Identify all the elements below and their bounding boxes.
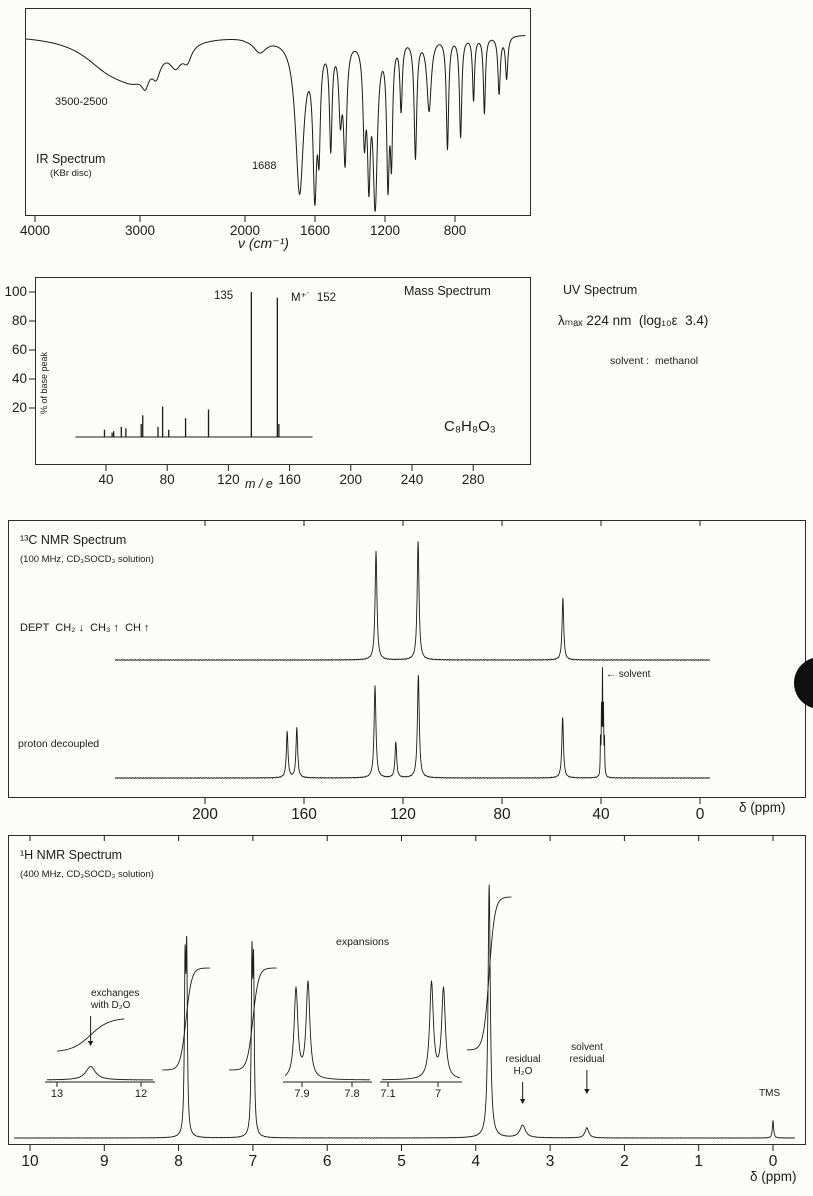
uv-lambda-max: λₘₐₓ 224 nm (log₁₀ε 3.4) [558,313,709,328]
ir-tick-label: 3000 [124,223,156,238]
ms-x-tick-label: 40 [98,472,114,487]
h1-tick-label: 7 [248,1153,258,1170]
h1-solvent-residual-label-line2: residual [569,1054,605,1065]
ms-title: Mass Spectrum [404,284,491,298]
h1-integral-aromatic-2 [229,967,277,1071]
h1-solvent-residual-label-line1: solvent [571,1042,603,1053]
h1-tick-label: 2 [620,1153,629,1170]
h1-expansion-70-tick-label: 7.1 [380,1088,396,1100]
ir-x-axis-label: ν (cm⁻¹) [238,235,289,251]
h1-expansion-70-tick-label: 7 [434,1088,442,1100]
c13-decoupled-trace [114,666,711,779]
ms-base-peak-label: 135 [214,290,234,302]
h1-tms-label: TMS [759,1088,781,1099]
ir-sample-prep: (KBr disc) [50,168,92,179]
h1-solvent-residual-arrow-head [584,1089,590,1094]
ms-y-tick-label: 100 [4,284,27,299]
molecular-formula: C₈H₈O₃ [444,418,496,435]
h1-expansion-79-tick-label: 7.8 [344,1088,360,1100]
h1-expansion-79-trace [284,980,370,1081]
c13-solvent-annotation: ← solvent [606,669,651,680]
h1-x-axis-label: δ (ppm) [750,1169,797,1184]
ir-tick-label: 1200 [369,223,401,238]
h1-integral-aromatic-1 [162,967,210,1071]
c13-dept-trace [114,541,711,661]
c13-tick-label: 160 [291,806,317,823]
binder-hole-artifact [794,657,813,709]
h1-residual-water-arrow-head [519,1099,526,1104]
h1-expansion-70-trace [382,980,461,1081]
h1-tick-label: 5 [397,1153,406,1170]
ms-x-axis-label: m / e [245,477,273,491]
c13-x-axis-label: δ (ppm) [739,800,786,815]
h1-inset-oh-trace [46,1066,154,1081]
h1-nmr-panel-frame [8,835,806,1145]
ir-tick-label: 2000 [229,223,261,238]
h1-tick-label: 10 [21,1153,39,1170]
ir-broad-band-label: 3500-2500 [55,96,108,108]
h1-exchange-arrow-head [87,1041,94,1046]
h1-exchange-label-line2: with D₂O [91,1000,131,1011]
ms-x-tick-label: 280 [461,472,485,487]
h1-expansions-label: expansions [336,936,390,948]
ms-x-tick-label: 240 [400,472,424,487]
ir-tick-label: 800 [443,223,467,238]
h1-expansion-79-tick-label: 7.9 [294,1088,310,1100]
h1-tick-label: 0 [768,1153,778,1170]
ms-y-axis-label: % of base peak [39,351,49,414]
mass-spectrum-panel-frame [35,277,531,465]
h1-tick-label: 3 [545,1153,555,1170]
ms-y-tick-label: 60 [11,342,27,357]
uv-solvent-note: solvent : methanol [610,355,699,367]
ir-trace [25,35,526,212]
h1-tick-label: 8 [174,1153,183,1170]
c13-tick-label: 0 [695,806,705,823]
h1-inset-oh-tick-label: 13 [50,1088,64,1100]
ms-molecular-ion-label: M⁺˙ 152 [291,292,337,304]
h1-residual-water-label-line2: H₂O [513,1066,533,1077]
c13-decoupled-label: proton decoupled [18,738,100,750]
h1-main-trace [13,884,796,1139]
h1-tick-label: 6 [322,1153,332,1170]
h1-integral-methoxy [466,896,512,1051]
h1-exchange-label-line1: exchanges [91,988,140,999]
h1-tick-label: 1 [694,1153,703,1170]
uv-title: UV Spectrum [563,283,638,297]
ir-tick-label: 4000 [19,223,51,238]
h1-inset-oh-tick-label: 12 [134,1088,148,1100]
c13-dept-legend: DEPT CH₂ ↓ CH₃ ↑ CH ↑ [20,622,150,634]
c13-tick-label: 80 [493,806,511,823]
ms-x-tick-label: 200 [339,472,363,487]
ms-y-tick-label: 40 [11,371,27,386]
c13-conditions: (100 MHz, CD₃SOCD₃ solution) [20,554,154,565]
h1-conditions: (400 MHz, CD₃SOCD₃ solution) [20,869,154,880]
ms-x-tick-label: 80 [159,472,175,487]
h1-title: ¹H NMR Spectrum [20,848,123,862]
h1-residual-water-label-line1: residual [505,1054,541,1065]
c13-tick-label: 40 [592,806,610,823]
c13-nmr-panel-frame [8,520,806,798]
ms-x-tick-label: 160 [278,472,301,487]
ir-title: IR Spectrum [36,152,106,166]
ms-x-tick-label: 120 [217,472,240,487]
ms-y-tick-label: 20 [11,400,27,415]
ir-panel-frame [25,8,531,216]
ir-carbonyl-label: 1688 [252,160,277,172]
h1-tick-label: 9 [99,1153,109,1170]
h1-tick-label: 4 [471,1153,481,1170]
ir-tick-label: 1600 [299,223,331,238]
c13-tick-label: 120 [390,806,416,823]
c13-title: ¹³C NMR Spectrum [20,533,127,547]
c13-tick-label: 200 [192,806,218,823]
ms-y-tick-label: 80 [11,313,27,328]
